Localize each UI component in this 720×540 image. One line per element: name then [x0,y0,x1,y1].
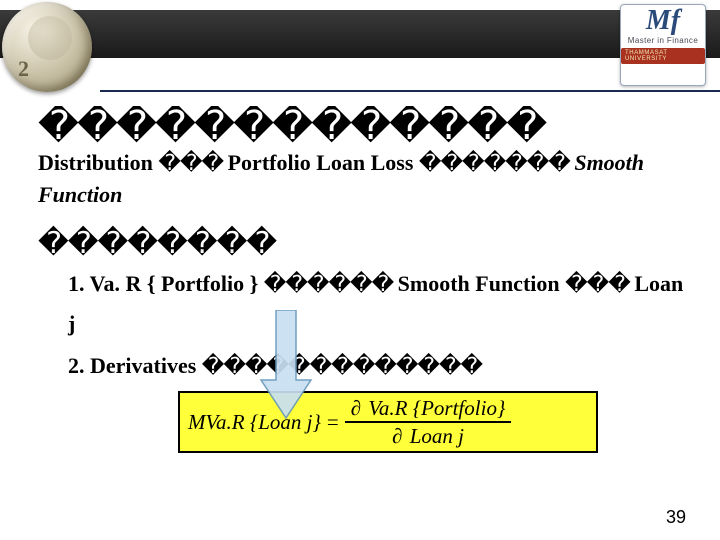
distribution-line: Distribution ��� Portfolio Loan Loss ���… [38,150,692,176]
derivatives-label: 2. Derivatives [68,353,202,378]
var-boxes-1: ������ [264,271,398,296]
loan-label: Loan [634,271,683,296]
slide-header: Mf Master in Finance THAMMASAT UNIVERSIT… [0,0,720,92]
formula-denominator: ∂ Loan j [386,424,470,448]
portfolio-loan-loss-label: Portfolio Loan Loss [228,150,419,175]
logo-letters: Mf [646,7,680,35]
formula-block: MVa.R {Loan j} = ∂ Va.R {Portfolio} ∂ Lo… [178,391,598,453]
function-label: Function [38,182,692,208]
var-line: 1. Va. R { Portfolio } ������ Smooth Fun… [68,271,692,297]
distribution-label: Distribution [38,150,158,175]
header-dark-bar [0,10,720,58]
boxes-2: ������� [419,150,574,175]
boxes-1: ��� [158,150,227,175]
slide-content: ������������� Distribution ��� Portfolio… [0,92,720,453]
formula-numerator: ∂ Va.R {Portfolio} [345,396,512,420]
j-label: j [68,311,692,337]
var-boxes-2: ��� [565,271,634,296]
formula-lhs: MVa.R {Loan j} [188,410,321,435]
finance-logo: Mf Master in Finance THAMMASAT UNIVERSIT… [620,4,706,86]
logo-caption: Master in Finance [628,36,698,45]
title-placeholder-boxes: ������������� [38,106,692,146]
smooth-function-label: Smooth Function [398,271,565,296]
header-underline [100,90,720,92]
derivatives-line: 2. Derivatives ������������� [68,353,692,379]
formula-fraction: ∂ Va.R {Portfolio} ∂ Loan j [345,396,512,448]
var-label: 1. Va. R { Portfolio } [68,271,264,296]
coin-image [2,2,92,92]
coin-relief [28,16,72,60]
logo-university: THAMMASAT UNIVERSITY [621,48,705,64]
page-number: 39 [666,507,686,528]
deriv-boxes: ������������� [202,353,482,378]
smooth-label: Smooth [574,150,644,175]
fraction-bar [345,421,512,423]
equals-sign: = [327,410,339,435]
mvar-formula: MVa.R {Loan j} = ∂ Va.R {Portfolio} ∂ Lo… [178,391,598,453]
boxes-row-2: �������� [38,226,692,261]
